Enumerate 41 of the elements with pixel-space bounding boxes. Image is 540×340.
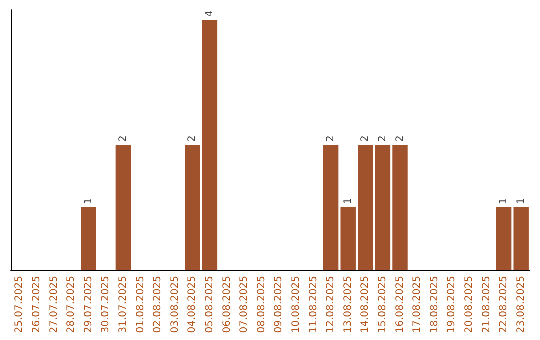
data-label: 2 — [118, 136, 129, 142]
x-tick-label: 26.07.2025 — [31, 276, 42, 334]
x-tick-label: 06.08.2025 — [222, 276, 233, 334]
data-label: 2 — [377, 136, 388, 142]
x-tick-label: 05.08.2025 — [204, 276, 216, 334]
data-label: 1 — [342, 198, 354, 204]
x-tick-label: 31.07.2025 — [118, 276, 129, 334]
x-tick-label: 14.08.2025 — [360, 276, 372, 334]
data-label: 2 — [360, 136, 372, 142]
data-label: 4 — [204, 10, 216, 17]
x-tick-label: 27.07.2025 — [48, 276, 60, 334]
x-tick-label: 18.08.2025 — [429, 276, 440, 334]
x-tick-label: 15.08.2025 — [377, 276, 388, 334]
x-tick-label: 29.07.2025 — [83, 276, 94, 334]
x-tick-label: 19.08.2025 — [446, 276, 458, 334]
x-tick-label: 22.08.2025 — [498, 276, 510, 334]
x-tick-label: 10.08.2025 — [290, 276, 302, 334]
data-label: 2 — [187, 136, 198, 142]
x-tick-label: 02.08.2025 — [152, 276, 164, 334]
x-tick-label: 07.08.2025 — [239, 276, 250, 334]
x-tick-label: 11.08.2025 — [308, 276, 320, 334]
data-label: 2 — [394, 136, 406, 142]
x-tick-label: 12.08.2025 — [326, 276, 337, 334]
x-tick-label: 09.08.2025 — [274, 276, 285, 334]
x-tick-label: 16.08.2025 — [394, 276, 406, 334]
x-tick-label: 01.08.2025 — [135, 276, 146, 334]
x-tick-label: 17.08.2025 — [412, 276, 424, 334]
data-label: 1 — [516, 198, 527, 204]
x-tick-label: 04.08.2025 — [187, 276, 198, 334]
x-tick-label: 30.07.2025 — [100, 276, 112, 334]
x-tick-label: 23.08.2025 — [516, 276, 527, 334]
data-label: 1 — [498, 198, 510, 204]
data-label: 1 — [83, 198, 94, 204]
x-tick-label: 20.08.2025 — [464, 276, 475, 334]
x-tick-label: 25.07.2025 — [14, 276, 26, 334]
x-tick-label: 08.08.2025 — [256, 276, 268, 334]
x-tick-label: 13.08.2025 — [342, 276, 354, 334]
data-label: 2 — [326, 136, 337, 142]
x-tick-label: 03.08.2025 — [170, 276, 181, 334]
x-tick-label: 28.07.2025 — [66, 276, 78, 334]
x-tick-label: 21.08.2025 — [481, 276, 492, 334]
